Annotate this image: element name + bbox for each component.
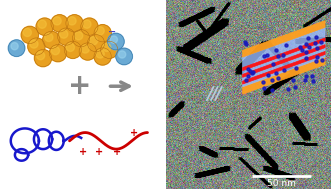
Circle shape <box>89 37 98 45</box>
Polygon shape <box>243 27 325 87</box>
Circle shape <box>79 43 96 60</box>
Circle shape <box>72 30 90 47</box>
Circle shape <box>81 45 89 53</box>
Circle shape <box>66 43 74 51</box>
Circle shape <box>53 17 61 25</box>
Circle shape <box>118 51 126 58</box>
Circle shape <box>28 38 45 55</box>
Circle shape <box>49 45 67 62</box>
Circle shape <box>83 20 91 28</box>
Circle shape <box>101 41 118 58</box>
Text: +: + <box>130 128 138 138</box>
Circle shape <box>64 41 81 58</box>
Polygon shape <box>243 21 325 57</box>
Circle shape <box>96 50 104 58</box>
Circle shape <box>60 30 68 38</box>
Circle shape <box>68 17 76 25</box>
Circle shape <box>94 48 111 65</box>
Circle shape <box>74 32 83 40</box>
Circle shape <box>103 43 111 51</box>
Circle shape <box>110 36 118 43</box>
Circle shape <box>21 26 38 43</box>
Circle shape <box>23 28 31 37</box>
Text: −: − <box>109 27 117 37</box>
Circle shape <box>108 33 124 50</box>
Polygon shape <box>243 57 325 94</box>
Circle shape <box>36 51 45 60</box>
Circle shape <box>66 15 83 32</box>
Circle shape <box>116 48 132 65</box>
Circle shape <box>36 18 53 35</box>
Circle shape <box>96 27 104 35</box>
Circle shape <box>30 40 38 48</box>
Circle shape <box>51 15 68 32</box>
Circle shape <box>94 25 111 42</box>
Polygon shape <box>243 38 325 71</box>
Text: 50 nm: 50 nm <box>267 179 296 188</box>
Circle shape <box>8 40 25 57</box>
Circle shape <box>87 35 105 52</box>
Circle shape <box>38 20 46 28</box>
Circle shape <box>45 33 53 42</box>
Circle shape <box>43 31 60 49</box>
Circle shape <box>34 50 52 67</box>
Text: +: + <box>95 147 103 157</box>
Circle shape <box>11 43 18 50</box>
Text: +: + <box>68 72 91 100</box>
Circle shape <box>51 46 60 55</box>
Circle shape <box>81 18 98 35</box>
Polygon shape <box>243 45 325 77</box>
Text: +: + <box>114 147 121 157</box>
Text: +: + <box>79 147 87 157</box>
Polygon shape <box>243 51 325 84</box>
Circle shape <box>58 28 75 45</box>
